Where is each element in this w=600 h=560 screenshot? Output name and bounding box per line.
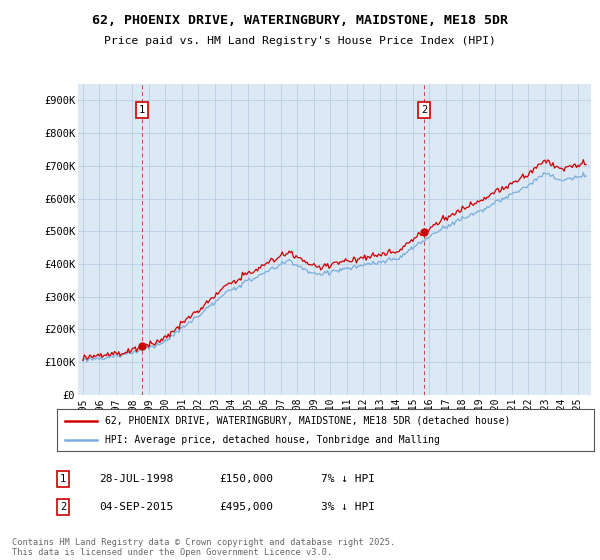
Text: 1: 1 (139, 105, 145, 115)
Text: 2: 2 (421, 105, 427, 115)
Text: £150,000: £150,000 (219, 474, 273, 484)
Text: Price paid vs. HM Land Registry's House Price Index (HPI): Price paid vs. HM Land Registry's House … (104, 36, 496, 46)
Text: 3% ↓ HPI: 3% ↓ HPI (321, 502, 375, 512)
Text: 62, PHOENIX DRIVE, WATERINGBURY, MAIDSTONE, ME18 5DR (detached house): 62, PHOENIX DRIVE, WATERINGBURY, MAIDSTO… (106, 416, 511, 426)
Text: 1: 1 (60, 474, 66, 484)
Text: 7% ↓ HPI: 7% ↓ HPI (321, 474, 375, 484)
Text: 62, PHOENIX DRIVE, WATERINGBURY, MAIDSTONE, ME18 5DR: 62, PHOENIX DRIVE, WATERINGBURY, MAIDSTO… (92, 14, 508, 27)
Text: 28-JUL-1998: 28-JUL-1998 (99, 474, 173, 484)
Text: £495,000: £495,000 (219, 502, 273, 512)
Text: Contains HM Land Registry data © Crown copyright and database right 2025.
This d: Contains HM Land Registry data © Crown c… (12, 538, 395, 557)
Text: 04-SEP-2015: 04-SEP-2015 (99, 502, 173, 512)
Text: 2: 2 (60, 502, 66, 512)
Text: HPI: Average price, detached house, Tonbridge and Malling: HPI: Average price, detached house, Tonb… (106, 435, 440, 445)
